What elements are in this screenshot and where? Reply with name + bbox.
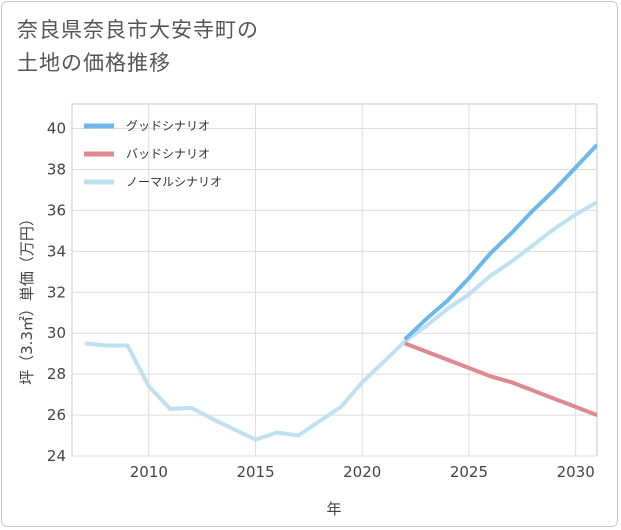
x-tick-label: 2010: [130, 463, 168, 481]
y-tick-label: 30: [47, 324, 66, 342]
x-tick-label: 2015: [236, 463, 274, 481]
legend-label-good: グッドシナリオ: [126, 119, 210, 133]
x-tick-label: 2025: [450, 463, 488, 481]
chart-title-line-2: 土地の価格推移: [17, 51, 171, 75]
chart-title: 奈良県奈良市大安寺町の 土地の価格推移: [17, 14, 259, 80]
legend-label-bad: バッドシナリオ: [126, 147, 210, 161]
x-axis-label: 年: [326, 500, 341, 518]
y-tick-label: 36: [47, 201, 66, 219]
y-axis-label: 坪（3.3㎡）単価（万円）: [18, 211, 36, 385]
y-tick-label: 24: [47, 447, 66, 465]
series-line-bad: [404, 341, 597, 417]
chart-title-line-1: 奈良県奈良市大安寺町の: [17, 18, 259, 42]
x-tick-label: 2030: [557, 463, 595, 481]
y-tick-label: 38: [47, 160, 66, 178]
x-tick-label: 2020: [343, 463, 381, 481]
y-axis-ticks: 24 26 28 30 32 34 36 38 40: [47, 120, 66, 465]
y-tick-label: 28: [47, 365, 66, 383]
series-line-good: [403, 143, 597, 341]
series-line-normal: [84, 200, 597, 442]
y-tick-label: 40: [47, 120, 66, 138]
y-tick-label: 32: [47, 283, 66, 301]
y-tick-label: 34: [47, 242, 66, 260]
x-axis-ticks: 2010 2015 2020 2025 2030: [130, 463, 595, 481]
grid-lines: [72, 104, 597, 457]
legend-label-normal: ノーマルシナリオ: [126, 175, 222, 189]
y-tick-label: 26: [47, 406, 66, 424]
series-layer: [84, 143, 597, 442]
